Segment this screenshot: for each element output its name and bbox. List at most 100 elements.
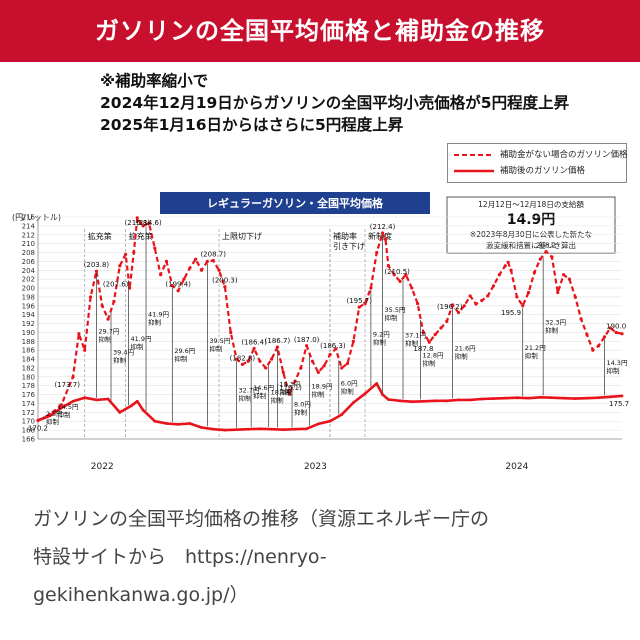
data-point	[410, 400, 414, 404]
data-point	[468, 398, 472, 402]
y-tick-label: 204	[22, 267, 36, 275]
data-point	[118, 410, 122, 414]
subsidy-label: 8.0円	[294, 401, 311, 409]
data-point	[363, 301, 367, 306]
subsidy-label: 抑制	[239, 393, 253, 402]
legend-item-dashed: 補助金がない場合のガソリン価格	[454, 147, 628, 163]
y-tick-label: 198	[22, 293, 35, 301]
y-tick-label: 216	[22, 214, 36, 222]
data-point	[293, 427, 297, 431]
y-tick-label: 166	[22, 436, 36, 444]
data-point	[474, 302, 478, 306]
peak-price-label: (195.7)	[346, 297, 372, 305]
data-point	[567, 277, 572, 281]
data-point	[386, 264, 390, 268]
data-point	[491, 284, 496, 288]
chart-svg: レギュラーガソリン・全国平均価格 (円/リットル) 12月12日～12月18日の…	[10, 187, 630, 477]
data-point	[550, 255, 554, 259]
data-point	[602, 335, 607, 339]
subsidy-label: 37.1円	[405, 332, 426, 340]
y-tick-label: 194	[22, 311, 36, 319]
price-value-label: 195.9	[501, 309, 521, 317]
y-tick-label: 200	[22, 285, 35, 293]
data-point	[445, 399, 449, 403]
subsidy-label: 抑制	[253, 391, 267, 400]
data-point	[188, 422, 192, 425]
data-point	[147, 221, 151, 225]
peak-price-label: (199.4)	[165, 281, 191, 289]
data-point	[310, 359, 315, 363]
subsidy-label: 抑制	[46, 417, 60, 426]
infobox-amount: 14.9円	[507, 212, 556, 228]
data-point	[556, 290, 560, 295]
data-point	[340, 413, 344, 416]
data-point	[492, 397, 495, 400]
year-label: 2022	[91, 462, 114, 472]
y-tick-label: 210	[22, 240, 35, 248]
subsidy-label: 19.3円	[279, 380, 300, 388]
subsidy-label: 14.3円	[606, 359, 627, 367]
data-point	[118, 264, 122, 268]
subsidy-label: 抑制	[294, 408, 308, 417]
data-point	[509, 268, 513, 272]
policy-label: 補助率	[333, 231, 357, 241]
subsidy-label: 抑制	[373, 337, 387, 346]
y-tick-label: 182	[22, 364, 35, 372]
data-point	[456, 310, 461, 315]
data-point	[223, 285, 227, 289]
peak-price-label: (212.4)	[370, 223, 396, 231]
data-point	[281, 370, 285, 374]
subsidy-label: 抑制	[174, 354, 188, 363]
data-point	[112, 299, 116, 303]
y-tick-label: 192	[22, 320, 35, 328]
data-point	[71, 375, 75, 379]
data-point	[515, 396, 519, 400]
subsidy-label: 抑制	[209, 344, 223, 353]
data-point	[159, 273, 163, 277]
peak-price-label: (203.8)	[84, 261, 110, 269]
y-tick-label: 196	[22, 302, 36, 310]
subsidy-label: 14.6円	[253, 384, 274, 392]
subsidy-label: 2.5円	[46, 410, 63, 418]
data-point	[200, 426, 203, 429]
peak-price-label: (186.7)	[265, 337, 291, 345]
dashed-line-swatch	[454, 154, 494, 156]
data-point	[398, 399, 402, 403]
data-point	[240, 362, 244, 367]
note-line-2: 2024年12月19日からガソリンの全国平均小売価格が5円程度上昇	[100, 94, 570, 112]
data-point	[398, 279, 402, 283]
legend: 補助金がない場合のガソリン価格 補助後のガソリン価格	[447, 143, 628, 183]
data-point	[457, 398, 460, 402]
data-point	[480, 298, 484, 303]
data-point	[217, 268, 221, 272]
data-point	[252, 346, 256, 351]
data-point	[480, 397, 484, 401]
caption-line-3: gekihenkanwa.go.jp/）	[33, 584, 249, 606]
title-banner	[0, 0, 640, 62]
data-point	[573, 295, 577, 299]
data-point	[130, 404, 133, 408]
data-point	[205, 259, 209, 263]
y-tick-label: 168	[22, 427, 35, 435]
peak-price-label: (182.8)	[230, 354, 256, 362]
data-point	[153, 246, 157, 250]
data-point	[532, 270, 537, 275]
data-point	[246, 359, 250, 363]
subsidy-label: 抑制	[312, 390, 326, 399]
y-tick-label: 180	[22, 373, 35, 381]
data-point	[462, 304, 466, 308]
data-point	[562, 396, 565, 400]
caption-line-1: ガソリンの全国平均価格の推移（資源エネルギー庁の	[33, 508, 490, 530]
policy-label: 拡充策	[88, 231, 112, 241]
data-point	[135, 216, 139, 220]
data-point	[445, 319, 449, 323]
data-point	[328, 419, 332, 423]
chart-title: レギュラーガソリン・全国平均価格	[207, 196, 384, 210]
data-point	[614, 330, 618, 335]
data-point	[229, 330, 233, 335]
data-point	[608, 395, 612, 399]
y-tick-label: 206	[22, 258, 36, 266]
peak-price-label: (187.0)	[294, 336, 320, 344]
subsidy-label: 41.9円	[131, 335, 152, 343]
data-point	[544, 250, 548, 254]
